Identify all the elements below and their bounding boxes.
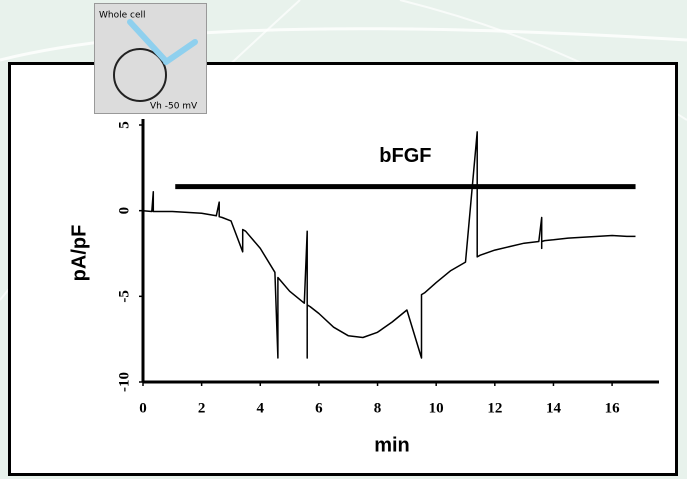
inset-label: Whole cell xyxy=(99,11,146,21)
treatment-label: bFGF xyxy=(379,145,431,167)
x-tick-label: 2 xyxy=(198,400,206,416)
cell xyxy=(113,48,167,102)
x-tick-label: 8 xyxy=(374,400,382,416)
y-tick-label: -5 xyxy=(116,290,132,303)
inset-frame xyxy=(94,3,207,114)
x-axis-label: min xyxy=(374,434,410,456)
x-tick-label: 4 xyxy=(257,400,265,416)
y-tick-label: -10 xyxy=(116,372,132,392)
trace xyxy=(142,131,636,359)
pipette xyxy=(163,39,198,65)
x-tick-label: 0 xyxy=(139,400,147,416)
x-tick-label: 12 xyxy=(487,400,502,416)
decoration xyxy=(0,27,687,62)
pipette xyxy=(127,19,168,63)
inset-label: Vh -50 mV xyxy=(150,102,198,112)
plot: pA/pF min -10 -5 0 5 0 2 4 6 8 10 12 14 16 bFGF xyxy=(68,119,659,456)
x-tick-label: 14 xyxy=(546,400,562,416)
x-tick-label: 10 xyxy=(429,400,444,416)
chart-frame xyxy=(8,62,678,476)
x-tick-label: 16 xyxy=(605,400,621,416)
x-tick-label: 6 xyxy=(315,400,323,416)
inset-image: Whole cell Vh -50 mV xyxy=(94,3,207,114)
y-tick-label: 5 xyxy=(116,121,132,129)
y-tick-label: 0 xyxy=(116,207,132,215)
y-axis-label: pA/pF xyxy=(68,225,90,282)
